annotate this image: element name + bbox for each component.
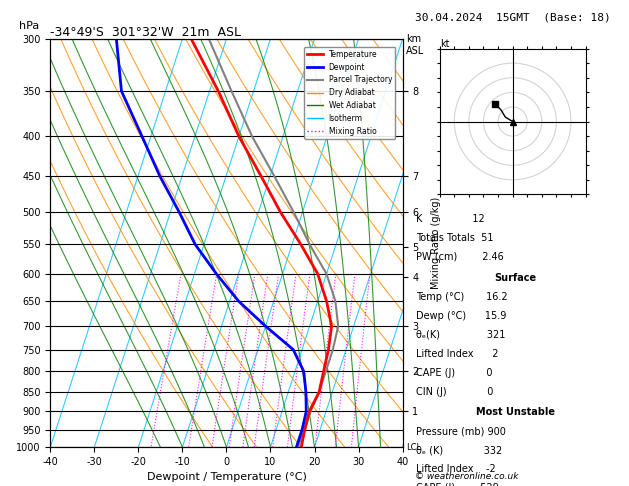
Text: -34°49'S  301°32'W  21m  ASL: -34°49'S 301°32'W 21m ASL bbox=[50, 26, 242, 39]
Text: K                12: K 12 bbox=[416, 214, 485, 224]
Text: hPa: hPa bbox=[19, 21, 39, 31]
Text: PW (cm)        2.46: PW (cm) 2.46 bbox=[416, 252, 504, 262]
Text: kt: kt bbox=[440, 38, 449, 49]
Text: 30.04.2024  15GMT  (Base: 18): 30.04.2024 15GMT (Base: 18) bbox=[415, 12, 611, 22]
Text: CAPE (J)        529: CAPE (J) 529 bbox=[416, 483, 499, 486]
Text: © weatheronline.co.uk: © weatheronline.co.uk bbox=[415, 472, 519, 481]
Text: θₑ(K)               321: θₑ(K) 321 bbox=[416, 330, 506, 340]
Text: Totals Totals  51: Totals Totals 51 bbox=[416, 233, 494, 243]
Text: Surface: Surface bbox=[495, 273, 537, 283]
Text: Mixing Ratio (g/kg): Mixing Ratio (g/kg) bbox=[431, 197, 441, 289]
Legend: Temperature, Dewpoint, Parcel Trajectory, Dry Adiabat, Wet Adiabat, Isotherm, Mi: Temperature, Dewpoint, Parcel Trajectory… bbox=[304, 47, 395, 139]
Text: Dewp (°C)      15.9: Dewp (°C) 15.9 bbox=[416, 311, 506, 321]
Text: Temp (°C)       16.2: Temp (°C) 16.2 bbox=[416, 292, 508, 302]
Text: θₑ (K)             332: θₑ (K) 332 bbox=[416, 445, 503, 455]
Text: CIN (J)             0: CIN (J) 0 bbox=[416, 386, 494, 397]
Text: LCL: LCL bbox=[406, 443, 421, 451]
Text: km
ASL: km ASL bbox=[406, 34, 424, 55]
Text: Most Unstable: Most Unstable bbox=[476, 407, 555, 417]
Text: CAPE (J)          0: CAPE (J) 0 bbox=[416, 367, 493, 378]
Text: Lifted Index    -2: Lifted Index -2 bbox=[416, 464, 496, 474]
Text: Lifted Index      2: Lifted Index 2 bbox=[416, 348, 499, 359]
Text: Pressure (mb) 900: Pressure (mb) 900 bbox=[416, 426, 506, 436]
X-axis label: Dewpoint / Temperature (°C): Dewpoint / Temperature (°C) bbox=[147, 472, 306, 483]
